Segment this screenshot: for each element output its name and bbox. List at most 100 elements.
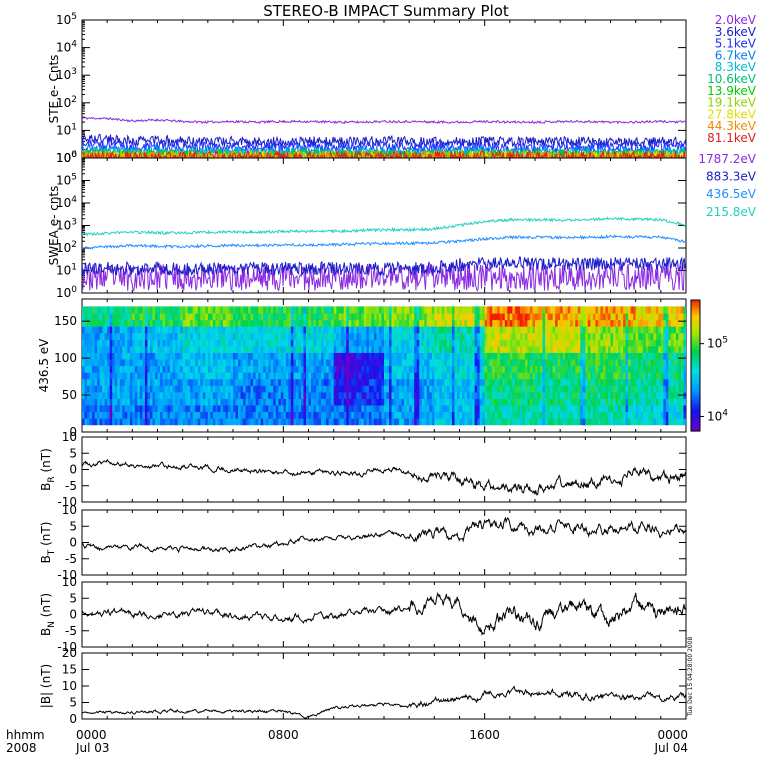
- pad-heatmap-cell: [305, 378, 310, 386]
- pad-heatmap-cell: [82, 418, 86, 426]
- pad-heatmap-cell: [560, 418, 564, 426]
- pad-heatmap-cell: [333, 404, 337, 413]
- pad-heatmap-cell: [577, 365, 581, 373]
- pad-heatmap-cell: [509, 312, 513, 321]
- pad-heatmap-cell: [504, 312, 508, 321]
- pad-heatmap-cell: [303, 418, 307, 426]
- pad-heatmap-cell: [522, 326, 526, 334]
- pad-heatmap-cell: [675, 372, 680, 380]
- pad-heatmap-cell: [535, 365, 539, 373]
- pad-heatmap-cell: [414, 352, 418, 360]
- pad-heatmap-cell: [343, 339, 347, 347]
- pad-heatmap-cell: [160, 404, 164, 413]
- pad-heatmap-cell: [411, 365, 415, 373]
- pad-heatmap-cell: [311, 385, 315, 393]
- pad-heatmap-cell: [202, 319, 206, 327]
- pad-heatmap-cell: [268, 378, 272, 386]
- pad-heatmap-cell: [195, 398, 199, 406]
- pad-heatmap-cell: [502, 404, 506, 413]
- pad-heatmap-cell: [449, 358, 453, 367]
- pad-heatmap-cell: [212, 385, 216, 393]
- pad-heatmap-cell: [346, 319, 350, 327]
- pad-heatmap-cell: [278, 312, 282, 321]
- pad-heatmap-cell: [197, 372, 201, 380]
- pad-heatmap-cell: [459, 411, 463, 419]
- pad-heatmap-cell: [441, 312, 445, 321]
- pad-heatmap-cell: [512, 306, 516, 314]
- pad-heatmap-cell: [366, 418, 370, 426]
- pad-heatmap-cell: [640, 332, 644, 340]
- pad-heatmap-cell: [499, 385, 503, 393]
- pad-heatmap-cell: [341, 339, 345, 347]
- pad-heatmap-cell: [187, 358, 191, 367]
- pad-heatmap-cell: [144, 418, 149, 426]
- pad-heatmap-cell: [409, 345, 413, 353]
- pad-heatmap-cell: [235, 358, 239, 367]
- pad-heatmap-cell: [222, 339, 227, 347]
- pad-heatmap-cell: [404, 312, 408, 321]
- pad-heatmap-cell: [210, 332, 214, 340]
- pad-heatmap-cell: [275, 378, 279, 386]
- pad-heatmap-cell: [668, 332, 672, 340]
- pad-heatmap-cell: [401, 418, 405, 426]
- pad-heatmap-cell: [655, 339, 659, 347]
- pad-heatmap-cell: [363, 378, 367, 386]
- pad-heatmap-cell: [419, 312, 423, 321]
- pad-heatmap-cell: [499, 411, 503, 419]
- pad-heatmap-cell: [431, 391, 435, 399]
- pad-heatmap-cell: [472, 306, 476, 314]
- pad-heatmap-cell: [396, 319, 400, 327]
- pad-heatmap-cell: [464, 332, 468, 340]
- pad-heatmap-cell: [273, 411, 277, 419]
- pad-heatmap-cell: [670, 411, 675, 419]
- pad-heatmap-cell: [227, 345, 232, 353]
- pad-heatmap-cell: [160, 398, 164, 406]
- pad-y-tick-label: 100: [54, 351, 77, 365]
- pad-heatmap-cell: [529, 385, 534, 393]
- pad-heatmap-cell: [102, 411, 106, 419]
- pad-heatmap-cell: [104, 411, 108, 419]
- pad-heatmap-cell: [89, 398, 93, 406]
- pad-heatmap-cell: [215, 404, 219, 413]
- pad-heatmap-cell: [404, 365, 408, 373]
- pad-heatmap-cell: [112, 352, 116, 360]
- pad-heatmap-cell: [170, 378, 174, 386]
- pad-heatmap-cell: [409, 391, 413, 399]
- pad-heatmap-cell: [127, 404, 131, 413]
- pad-heatmap-cell: [197, 398, 201, 406]
- ste-legend-entry: 10.6keV: [707, 72, 757, 86]
- pad-heatmap-cell: [129, 404, 133, 413]
- pad-heatmap-cell: [273, 339, 277, 347]
- pad-heatmap-cell: [200, 398, 204, 406]
- br-y-tick-label: -5: [65, 479, 77, 493]
- pad-heatmap-cell: [449, 352, 453, 360]
- pad-heatmap-cell: [618, 339, 622, 347]
- pad-heatmap-cell: [137, 385, 141, 393]
- pad-heatmap-cell: [396, 378, 400, 386]
- pad-heatmap-cell: [673, 312, 677, 321]
- pad-heatmap-cell: [154, 378, 159, 386]
- pad-heatmap-cell: [665, 372, 669, 380]
- pad-heatmap-cell: [177, 312, 181, 321]
- pad-heatmap-cell: [502, 312, 506, 321]
- pad-heatmap-cell: [572, 411, 576, 419]
- pad-heatmap-cell: [94, 378, 98, 386]
- pad-heatmap-cell: [366, 372, 370, 380]
- pad-heatmap-cell: [545, 312, 549, 321]
- pad-heatmap-cell: [190, 418, 194, 426]
- pad-heatmap-cell: [305, 418, 310, 426]
- pad-heatmap-cell: [298, 365, 302, 373]
- pad-heatmap-cell: [535, 312, 539, 321]
- pad-heatmap-cell: [132, 352, 136, 360]
- pad-heatmap-cell: [524, 312, 529, 321]
- pad-heatmap-cell: [238, 378, 242, 386]
- pad-heatmap-cell: [439, 358, 443, 367]
- pad-heatmap-cell: [389, 306, 393, 314]
- pad-heatmap-cell: [268, 339, 272, 347]
- pad-heatmap-cell: [114, 345, 118, 353]
- pad-heatmap-cell: [459, 326, 463, 334]
- pad-heatmap-cell: [497, 391, 501, 399]
- pad-heatmap-cell: [638, 352, 642, 360]
- pad-heatmap-cell: [195, 391, 199, 399]
- pad-heatmap-cell: [514, 306, 518, 314]
